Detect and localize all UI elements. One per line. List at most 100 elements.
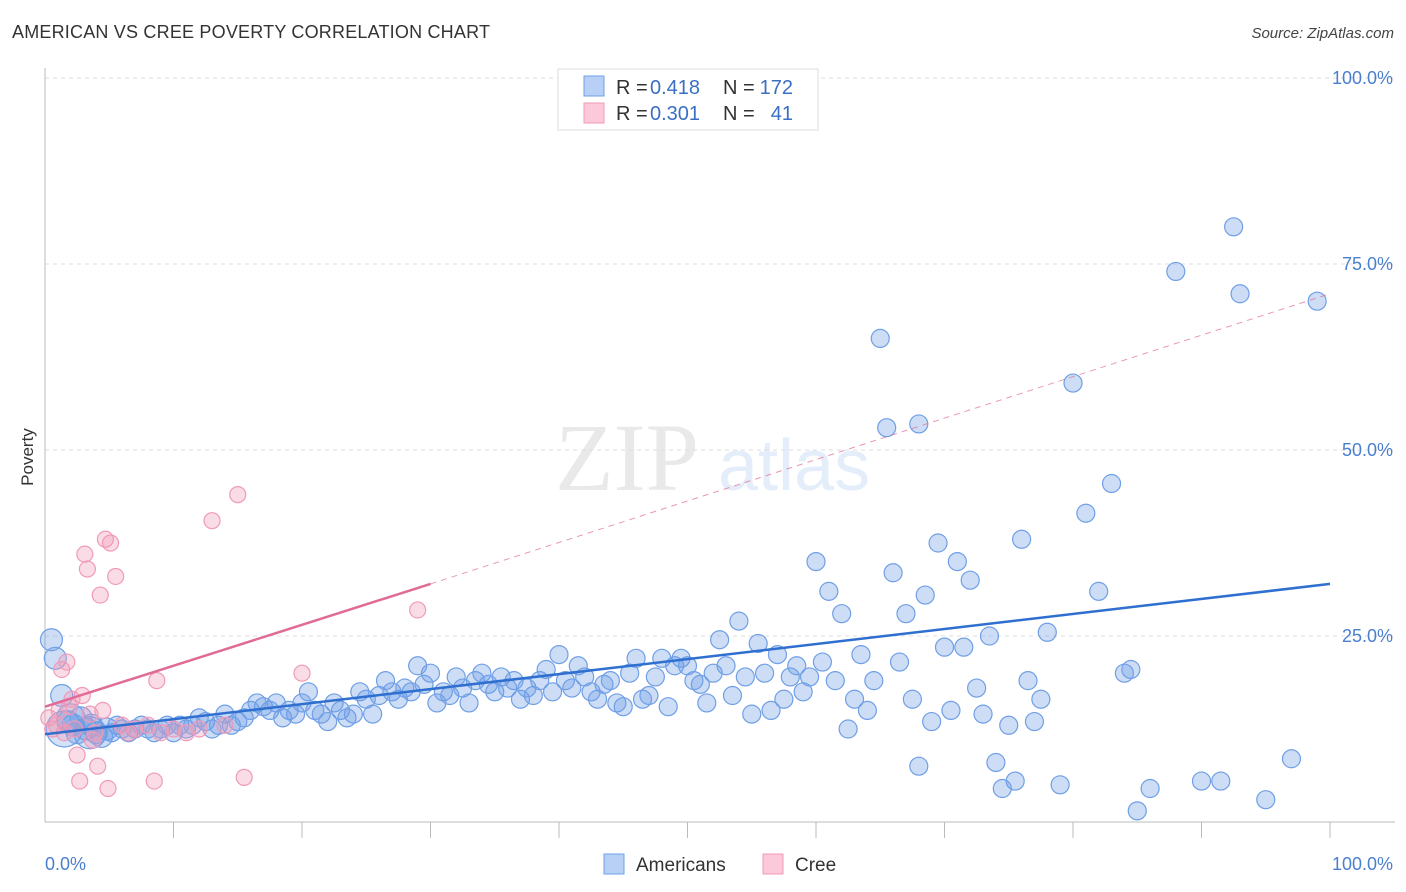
legend-n-value-cree: 41 (771, 103, 793, 125)
americans-point (780, 667, 800, 687)
americans-point (896, 604, 916, 624)
cree-point (164, 720, 183, 738)
americans-point (549, 644, 569, 665)
americans-point (812, 652, 833, 672)
americans-point (710, 630, 730, 650)
americans-point (555, 671, 576, 691)
americans-point (1011, 529, 1032, 549)
americans-point (774, 689, 794, 709)
americans-point (729, 611, 749, 631)
y-tick-label-25: 25.0% (1342, 626, 1393, 646)
americans-point (318, 711, 338, 732)
americans-point (324, 693, 344, 713)
americans-point (851, 644, 871, 665)
x-axis-ticks (173, 822, 1331, 838)
y-tick-label-100: 100.0% (1332, 68, 1393, 88)
americans-point (832, 604, 852, 624)
cree-point (71, 772, 89, 790)
y-axis-label: Poverty (18, 428, 37, 486)
americans-point (928, 533, 948, 553)
americans-point (600, 671, 621, 691)
americans-point (375, 671, 396, 691)
americans-point (1121, 659, 1141, 680)
cree-point (145, 772, 163, 790)
americans-point (330, 700, 351, 721)
cree-point (107, 567, 125, 586)
cree-point (203, 512, 221, 530)
cree-point (68, 746, 86, 764)
x-tick-label-min: 0.0% (45, 854, 86, 874)
x-tick-label-max: 100.0% (1332, 854, 1393, 874)
trend-line-americans (44, 582, 1331, 736)
americans-point (1005, 771, 1025, 791)
cree-point (177, 724, 195, 742)
americans-point (273, 708, 293, 728)
americans-point (1089, 581, 1109, 601)
americans-point (973, 704, 993, 724)
americans-point (1101, 473, 1122, 494)
source-label: Source: ZipAtlas.com (1251, 25, 1394, 42)
americans-point (754, 663, 775, 683)
trend-line-cree (44, 582, 431, 708)
legend-n-label-americans: N = (723, 77, 755, 99)
americans-point (864, 671, 884, 691)
bottom-legend-label-cree: Cree (795, 855, 836, 876)
cree-point (91, 586, 109, 604)
americans-point (658, 697, 678, 717)
americans-point (298, 682, 319, 702)
bottom-legend: Americans Cree (603, 853, 836, 876)
americans-point (1256, 790, 1276, 810)
legend-r-label-cree: R = (616, 103, 648, 125)
americans-point (363, 704, 383, 724)
americans-point (889, 652, 910, 672)
legend-n-value-americans: 172 (760, 77, 793, 99)
gridlines (45, 77, 1395, 637)
americans-point (311, 704, 331, 724)
americans-point (947, 551, 967, 572)
chart-title: AMERICAN VS CREE POVERTY CORRELATION CHA… (12, 22, 491, 42)
americans-point (960, 570, 980, 590)
americans-point (43, 646, 67, 670)
y-tick-label-75: 75.0% (1342, 254, 1393, 274)
americans-point (1037, 622, 1057, 642)
cree-point (101, 534, 120, 552)
y-tick-label-50: 50.0% (1342, 440, 1393, 460)
cree-point (409, 601, 427, 619)
americans-point (1018, 671, 1038, 691)
americans-point (1211, 771, 1231, 791)
cree-point (99, 779, 117, 798)
americans-point (510, 689, 531, 709)
y-tick-labels: 25.0% 50.0% 75.0% 100.0% (1332, 68, 1393, 646)
americans-point (690, 674, 710, 694)
americans-point (39, 628, 64, 652)
cree-point (78, 560, 97, 578)
americans-point (979, 626, 1000, 646)
americans-point (1063, 373, 1083, 393)
americans-point (986, 752, 1006, 773)
cree-point (58, 653, 76, 671)
legend-n-label-cree: N = (723, 103, 755, 125)
americans-point (542, 682, 563, 702)
americans-point (626, 648, 646, 668)
americans-point (941, 700, 961, 721)
trend-line-cree-extension (430, 293, 1331, 585)
americans-point (420, 663, 441, 683)
americans-point (954, 637, 974, 657)
americans-point (1281, 749, 1302, 769)
americans-point (697, 693, 717, 713)
cree-point (148, 672, 166, 690)
americans-point (761, 700, 781, 721)
cree-point (152, 724, 170, 742)
legend-r-value-americans: 0.418 (650, 77, 700, 99)
legend-box: R = 0.418 N = 172 R = 0.301 N = 41 (557, 68, 819, 131)
bottom-legend-label-americans: Americans (636, 855, 726, 876)
americans-point (1230, 284, 1250, 304)
americans-point (343, 704, 363, 724)
watermark: ZIP atlas (555, 404, 870, 511)
trend-lines (44, 293, 1331, 736)
cree-point (94, 701, 112, 720)
watermark-atlas: atlas (718, 426, 870, 506)
americans-point (234, 708, 254, 728)
bottom-legend-swatch-americans (603, 853, 625, 875)
